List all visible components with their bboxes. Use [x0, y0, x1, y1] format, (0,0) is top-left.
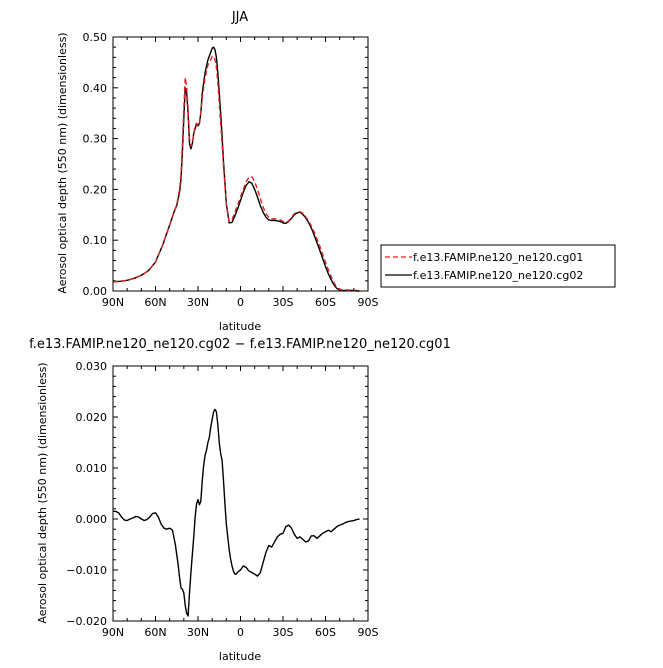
x-tick-label: 60S: [315, 626, 336, 639]
x-tick-label: 30S: [273, 296, 294, 309]
y-tick-label: −0.020: [66, 615, 107, 628]
bottom-series-group: [113, 408, 360, 617]
x-tick-label: 30N: [187, 626, 209, 639]
top-y-axis-label: Aerosol optical depth (550 nm) (dimensio…: [56, 32, 69, 293]
legend-label-cg02: f.e13.FAMIP.ne120_ne120.cg02: [413, 269, 583, 282]
y-tick-label: −0.010: [66, 564, 107, 577]
x-tick-label: 30N: [187, 296, 209, 309]
top-series-group: [112, 46, 360, 292]
bottom-y-axis-label: Aerosol optical depth (550 nm) (dimensio…: [36, 362, 49, 623]
y-tick-label: 0.010: [76, 462, 108, 475]
x-tick-label: 60N: [144, 296, 166, 309]
y-tick-label: 0.000: [76, 513, 108, 526]
x-tick-label: 60S: [315, 296, 336, 309]
y-tick-label: 0.00: [83, 285, 108, 298]
y-tick-label: 0.030: [76, 360, 108, 373]
bottom-series-line-0: [113, 408, 360, 617]
x-tick-label: 90N: [102, 626, 124, 639]
bottom-x-axis-label: latitude: [219, 650, 261, 663]
top-plot-frame: [112, 36, 369, 292]
y-tick-label: 0.50: [83, 31, 108, 44]
x-tick-label: 0: [237, 626, 244, 639]
x-tick-label: 90S: [358, 296, 379, 309]
legend-label-cg01: f.e13.FAMIP.ne120_ne120.cg01: [413, 251, 583, 264]
y-tick-label: 0.020: [76, 411, 108, 424]
legend: f.e13.FAMIP.ne120_ne120.cg01 f.e13.FAMIP…: [380, 244, 616, 288]
top-chart-title: JJA: [231, 10, 248, 25]
legend-box: [380, 244, 616, 288]
x-tick-label: 90N: [102, 296, 124, 309]
y-tick-label: 0.10: [83, 234, 108, 247]
y-tick-label: 0.30: [83, 133, 108, 146]
bottom-chart-title: f.e13.FAMIP.ne120_ne120.cg02 − f.e13.FAM…: [29, 337, 451, 352]
x-tick-label: 60N: [144, 626, 166, 639]
bottom-panel: f.e13.FAMIP.ne120_ne120.cg02 − f.e13.FAM…: [29, 337, 451, 663]
top-tick-group: 90N 60N 30N 0 30S 60S 90S 0.00 0.10 0.20 0.30 0.40 0…: [83, 31, 379, 309]
top-x-axis-label: latitude: [219, 320, 261, 333]
x-tick-label: 0: [237, 296, 244, 309]
y-tick-label: 0.20: [83, 183, 108, 196]
top-series-line-0: [112, 55, 360, 292]
top-panel: JJA latitude Aerosol optical depth (550 …: [56, 10, 379, 333]
bottom-plot-frame: [112, 365, 369, 622]
x-tick-label: 30S: [273, 626, 294, 639]
y-tick-label: 0.40: [83, 82, 108, 95]
x-tick-label: 90S: [358, 626, 379, 639]
